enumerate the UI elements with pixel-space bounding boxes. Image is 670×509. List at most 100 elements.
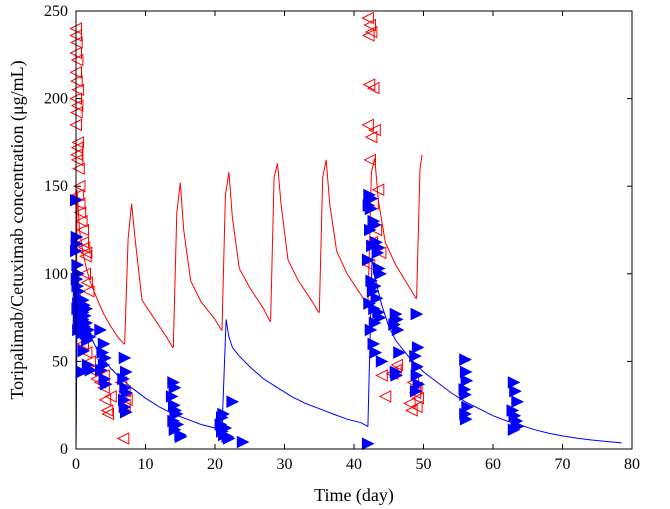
- plot-frame: [75, 10, 633, 450]
- cetuximab-observed-point: [70, 99, 84, 112]
- x-tick-label: 20: [207, 456, 223, 473]
- toripalimab-observed-point: [120, 386, 134, 400]
- cetuximab-observed-point: [371, 183, 385, 197]
- cetuximab-observed-point: [71, 188, 85, 202]
- cetuximab-observed-point: [79, 246, 93, 260]
- cetuximab-observed-point: [72, 162, 85, 176]
- toripalimab-observed-point: [372, 241, 385, 254]
- cetuximab-observed-point: [375, 369, 388, 382]
- cetuximab-observed-point: [361, 11, 374, 25]
- cetuximab-observed-point: [364, 130, 378, 144]
- toripalimab-observed-point: [410, 369, 424, 382]
- cetuximab-observed-point: [71, 83, 85, 97]
- toripalimab-observed-point: [361, 253, 375, 267]
- toripalimab-observed-point: [509, 384, 522, 398]
- cetuximab-observed-point: [364, 25, 378, 39]
- x-tick-label: 50: [416, 456, 432, 473]
- toripalimab-observed-point: [393, 346, 406, 359]
- toripalimab-observed-point: [409, 349, 422, 363]
- cetuximab-observed-point: [361, 29, 375, 42]
- toripalimab-observed-point: [374, 267, 388, 281]
- x-tick-label: 40: [346, 456, 362, 473]
- cetuximab-observed-point: [74, 214, 88, 228]
- x-axis-title: Time (day): [314, 485, 394, 506]
- toripalimab-observed-point: [411, 360, 424, 374]
- toripalimab-observed-point: [409, 384, 423, 398]
- cetuximab-observed-point: [366, 81, 380, 95]
- toripalimab-observed-point: [71, 258, 85, 272]
- y-tick-label: 150: [44, 178, 68, 195]
- toripalimab-observed-point: [364, 223, 377, 237]
- toripalimab-observed-point: [367, 337, 381, 351]
- cetuximab-observed-point: [363, 153, 376, 167]
- y-tick-label: 200: [44, 91, 68, 108]
- toripalimab-observed-point: [226, 395, 240, 409]
- x-tick-label: 0: [72, 456, 80, 473]
- toripalimab-observed-point: [412, 377, 426, 391]
- toripalimab-observed-point: [507, 423, 521, 437]
- cetuximab-observed-point: [70, 53, 84, 67]
- cetuximab-observed-point: [402, 397, 416, 410]
- cetuximab-observed-point: [100, 404, 114, 417]
- toripalimab-observed-point: [99, 377, 113, 391]
- cetuximab-observed-point: [70, 36, 83, 49]
- cetuximab-observed-point: [81, 284, 95, 298]
- cetuximab-observed-point: [78, 267, 91, 281]
- cetuximab-observed-point: [368, 123, 381, 137]
- y-tick-label: 100: [44, 266, 68, 283]
- toripalimab-observed-point: [94, 323, 107, 337]
- x-tick-label: 30: [277, 456, 293, 473]
- toripalimab-observed-point: [118, 351, 132, 365]
- toripalimab-observed-point: [170, 407, 184, 421]
- cetuximab-observed-point: [70, 106, 83, 119]
- cetuximab-observed-point: [79, 249, 92, 263]
- toripalimab-observed-point: [507, 376, 521, 389]
- toripalimab-observed-point: [461, 400, 474, 414]
- y-axis-title: Toripalimab/Cetuximab concentration (μg/…: [7, 60, 28, 399]
- toripalimab-observed-point: [84, 363, 98, 377]
- cetuximab-observed-point: [411, 391, 424, 405]
- cetuximab-observed-point: [70, 148, 83, 162]
- cetuximab-observed-point: [77, 241, 91, 254]
- toripalimab-observed-point: [373, 311, 387, 324]
- toripalimab-observed-point: [168, 381, 182, 395]
- cetuximab-observed-point: [101, 407, 114, 421]
- x-tick-label: 80: [624, 456, 640, 473]
- toripalimab-observed-point: [368, 316, 382, 330]
- toripalimab-observed-point: [369, 346, 383, 359]
- y-tick-label: 0: [60, 441, 68, 458]
- toripalimab-observed-point: [459, 412, 473, 426]
- cetuximab-observed-point: [378, 390, 392, 403]
- toripalimab-observed-point: [217, 407, 230, 421]
- cetuximab-observed-point: [104, 390, 117, 403]
- cetuximab-observed-point: [80, 276, 94, 289]
- toripalimab-observed-point: [365, 192, 379, 205]
- cetuximab-observed-point: [390, 358, 404, 372]
- toripalimab-observed-point: [95, 363, 108, 377]
- toripalimab-observed-point: [120, 405, 133, 419]
- cetuximab-observed-point: [70, 74, 83, 88]
- toripalimab-observed-point: [391, 323, 405, 337]
- toripalimab-observed-point: [117, 372, 130, 386]
- toripalimab-observed-point: [97, 337, 111, 351]
- toripalimab-observed-point: [174, 430, 188, 444]
- cetuximab-observed-point: [76, 223, 89, 237]
- cetuximab-observed-point: [361, 118, 374, 132]
- toripalimab-observed-point: [81, 334, 94, 347]
- toripalimab-observed-point: [361, 437, 375, 451]
- axis-ticks: 0 10 20 30 40 50 60 70 80 0 50 100 150 200 250: [44, 3, 640, 473]
- toripalimab-observed-point: [120, 365, 133, 379]
- toripalimab-observed-point: [459, 388, 472, 402]
- toripalimab-observed-point: [390, 369, 404, 382]
- y-tick-label: 250: [44, 3, 68, 20]
- cetuximab-observed-point: [120, 393, 133, 407]
- toripalimab-observed-point: [370, 291, 384, 305]
- toripalimab-observed-point: [236, 435, 250, 449]
- toripalimab-observed-point: [375, 355, 389, 368]
- toripalimab-observed-point: [77, 344, 91, 358]
- cetuximab-observed-point: [363, 18, 376, 32]
- toripalimab-observed-point: [459, 353, 472, 366]
- toripalimab-observed-point: [459, 365, 473, 379]
- x-tick-label: 70: [555, 456, 571, 473]
- cetuximab-observed-point: [409, 400, 423, 414]
